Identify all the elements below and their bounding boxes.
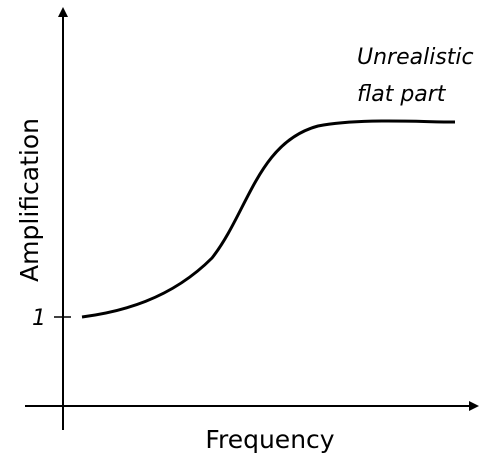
annotation-line: flat part (357, 82, 447, 107)
annotation-line: Unrealistic (357, 45, 474, 70)
amplification-curve (81, 119, 456, 319)
x-axis-label: Frequency (205, 425, 334, 454)
y-axis-label: Amplification (15, 118, 44, 282)
tick-label: 1 (32, 306, 46, 331)
